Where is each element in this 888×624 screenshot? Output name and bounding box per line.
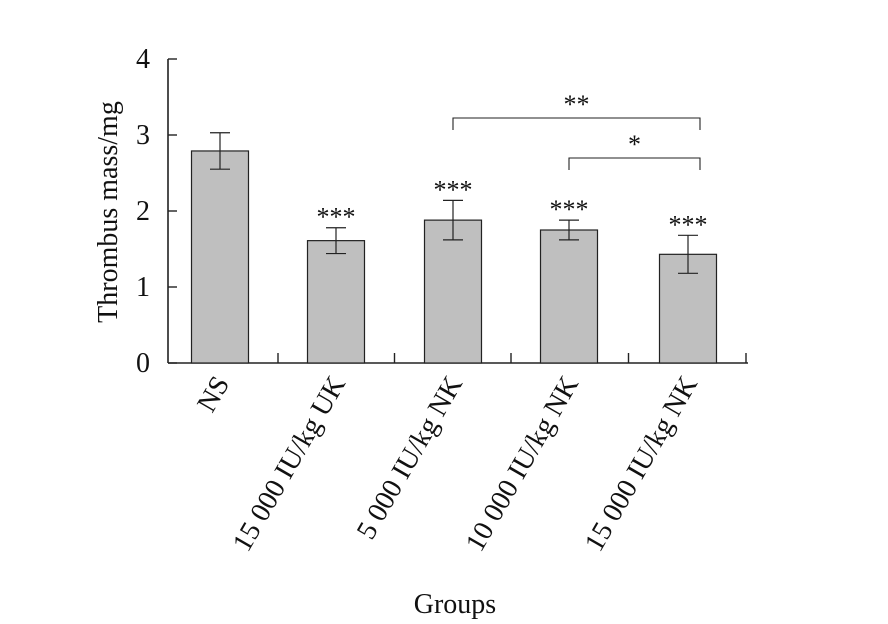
bar (190, 150, 250, 364)
x-tick-label: NS (191, 371, 236, 418)
significance-bracket (568, 157, 701, 170)
x-axis-title: Groups (414, 589, 496, 620)
y-tick-label: 0 (136, 348, 150, 379)
significance-label: *** (434, 175, 473, 204)
bar (306, 240, 366, 364)
annotations: *************** (317, 90, 708, 239)
bar (423, 219, 483, 364)
bar (539, 229, 599, 364)
bracket-label: ** (564, 90, 590, 119)
bars (190, 132, 718, 364)
y-tick-label: 2 (136, 196, 150, 227)
significance-bracket (452, 117, 701, 130)
y-tick-label: 4 (136, 44, 150, 75)
y-tick-label: 3 (136, 120, 150, 151)
y-tick-label: 1 (136, 272, 150, 303)
significance-label: *** (669, 210, 708, 239)
significance-label: *** (550, 195, 589, 224)
x-tick-label: 5 000 IU/kg NK (351, 371, 469, 545)
x-tick-label: 10 000 IU/kg NK (460, 371, 585, 557)
bracket-label: * (628, 130, 641, 159)
significance-label: *** (317, 203, 356, 232)
y-axis-title: Thrombus mass/mg (93, 101, 124, 323)
x-tick-label: 15 000 IU/kg NK (579, 371, 704, 557)
x-tick-label: 15 000 IU/kg UK (227, 371, 352, 557)
